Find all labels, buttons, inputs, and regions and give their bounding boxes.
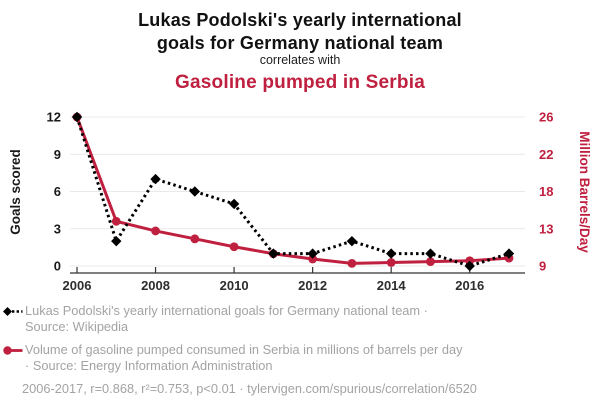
data-point-circle-gasoline	[229, 242, 239, 252]
data-point-diamond-goals	[71, 111, 83, 123]
chart-title: Lukas Podolski's yearly international go…	[0, 9, 600, 55]
x-tick-label: 2012	[298, 278, 327, 293]
x-tick-label: 2006	[63, 278, 92, 293]
data-point-diamond-goals	[111, 235, 122, 247]
left-tick-label: 0	[54, 259, 61, 274]
data-point-diamond-goals	[307, 248, 318, 259]
data-point-circle-gasoline	[308, 254, 318, 264]
correlates-with-text: correlates with	[259, 53, 341, 67]
left-tick-label: 6	[54, 184, 61, 199]
data-point-diamond-goals	[228, 198, 240, 210]
chart-subtitle: Gasoline pumped in Serbia	[175, 72, 425, 93]
chart-plot: 2006 2008 2010 2012 2014 2016 0 3 6 9 12 9 13 18 22 26 G…	[8, 110, 592, 294]
legend-item-goals: Lukas Podolski's yearly international go…	[3, 303, 597, 335]
left-tick-label: 12	[47, 110, 61, 125]
data-point-circle-gasoline	[190, 234, 200, 244]
left-tick-label: 9	[54, 147, 61, 162]
x-tick-label: 2008	[141, 278, 170, 293]
legend-item-gasoline: Volume of gasoline pumped consumed in Se…	[3, 342, 597, 374]
data-point-diamond-goals	[503, 248, 515, 259]
x-tick-label: 2010	[220, 278, 249, 293]
legend-gasoline-line-2: · Source: Energy Information Administrat…	[25, 358, 273, 373]
data-point-circle-gasoline	[151, 226, 160, 236]
data-point-circle-gasoline	[111, 216, 121, 226]
data-point-diamond-goals	[268, 248, 279, 259]
data-point-circle-gasoline	[386, 258, 396, 267]
left-axis-title: Goals scored	[8, 149, 23, 235]
right-tick-label: 18	[539, 184, 553, 199]
data-point-diamond-goals	[189, 186, 201, 197]
chart-legend: Lukas Podolski's yearly international go…	[3, 303, 597, 397]
circle-solid-line-icon	[3, 346, 23, 355]
data-point-diamond-goals	[464, 260, 475, 272]
legend-goals-line-2: Source: Wikipedia	[25, 319, 129, 334]
title-line-1: Lukas Podolski's yearly international	[138, 10, 462, 30]
data-point-circle-gasoline	[426, 257, 435, 267]
data-point-diamond-goals	[150, 173, 161, 185]
stats-line: 2006-2017, r=0.868, r²=0.753, p<0.01 · t…	[22, 381, 477, 396]
data-point-circle-gasoline	[465, 256, 475, 266]
right-tick-label: 26	[539, 110, 553, 125]
right-axis-title: Million Barrels/Day	[577, 131, 592, 253]
data-point-diamond-goals	[346, 235, 358, 247]
data-point-circle-gasoline	[347, 258, 357, 268]
right-tick-label: 9	[539, 259, 546, 274]
right-tick-label: 13	[539, 221, 553, 236]
diamond-dashed-line-icon	[3, 307, 23, 316]
left-tick-label: 3	[54, 221, 61, 236]
legend-gasoline-line-1: Volume of gasoline pumped consumed in Se…	[25, 342, 463, 357]
x-tick-label: 2016	[455, 278, 484, 293]
series-line-gasoline	[75, 116, 510, 265]
right-tick-label: 22	[539, 147, 553, 162]
legend-goals-line-1: Lukas Podolski's yearly international go…	[25, 303, 428, 318]
legend-label-gasoline: Volume of gasoline pumped consumed in Se…	[25, 342, 462, 374]
title-line-2: goals for Germany national team	[156, 33, 444, 53]
legend-label-goals: Lukas Podolski's yearly international go…	[25, 303, 428, 335]
data-point-diamond-goals	[425, 248, 436, 259]
data-point-diamond-goals	[385, 248, 397, 259]
x-tick-label: 2014	[377, 278, 407, 293]
